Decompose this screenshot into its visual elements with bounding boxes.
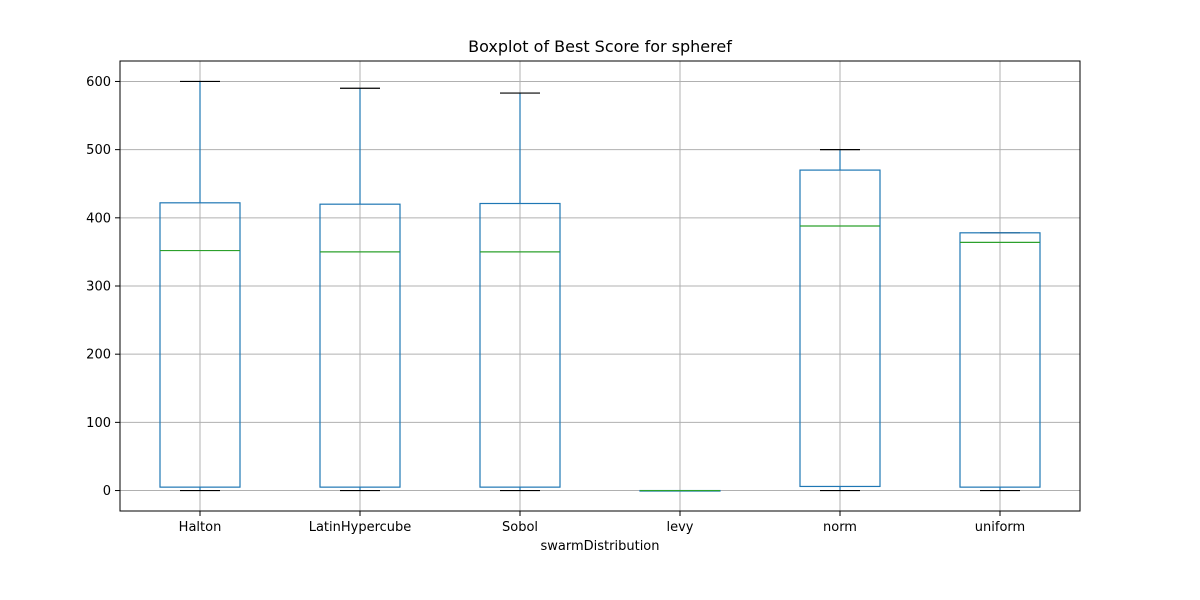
y-tick-label: 400: [86, 211, 111, 226]
x-tick-label: Halton: [179, 520, 222, 535]
box-group-norm: [799, 149, 881, 492]
box-layer: [159, 80, 1041, 492]
chart-title: Boxplot of Best Score for spheref: [468, 37, 732, 56]
y-tick-label: 200: [86, 348, 111, 363]
tick-layer: 0 100 200 300 400 500 600 Halton LatinHypercube S…: [86, 75, 1025, 535]
iqr-box: [479, 202, 561, 488]
grid-layer: [120, 61, 1080, 511]
box-group-levy: [639, 489, 721, 492]
x-axis-title: swarmDistribution: [541, 539, 660, 554]
box-group-Sobol: [479, 92, 561, 492]
y-tick-label: 300: [86, 280, 111, 295]
x-tick-label: norm: [823, 520, 857, 535]
x-tick-label: uniform: [975, 520, 1025, 535]
y-tick-label: 100: [86, 416, 111, 431]
x-tick-label: LatinHypercube: [309, 520, 412, 535]
iqr-box: [159, 202, 241, 488]
box-group-Halton: [159, 80, 241, 492]
iqr-box: [319, 203, 401, 488]
y-tick-label: 600: [86, 75, 111, 90]
y-tick-label: 500: [86, 143, 111, 158]
box-group-LatinHypercube: [319, 87, 401, 492]
iqr-box: [799, 169, 881, 488]
y-tick-label: 0: [103, 484, 111, 499]
x-tick-label: Sobol: [502, 520, 538, 535]
iqr-box: [959, 232, 1041, 488]
x-tick-label: levy: [667, 520, 694, 535]
box-group-uniform: [959, 232, 1041, 492]
